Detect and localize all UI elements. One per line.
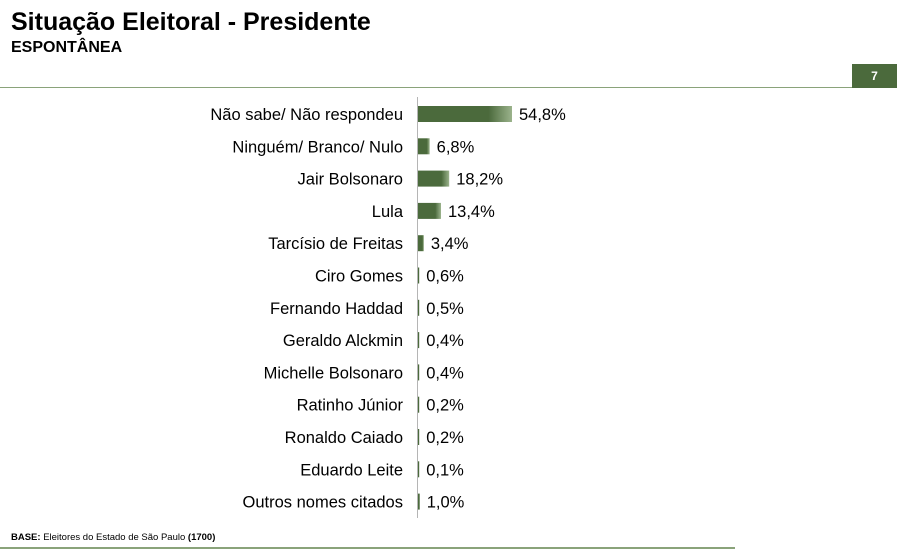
bar xyxy=(418,138,430,155)
value-label: 0,1% xyxy=(426,461,464,479)
category-label: Ronaldo Caiado xyxy=(285,429,403,447)
category-label: Tarcísio de Freitas xyxy=(268,235,403,253)
bar xyxy=(418,332,420,349)
value-label: 0,2% xyxy=(426,397,464,415)
value-label: 54,8% xyxy=(519,106,566,124)
value-label: 0,4% xyxy=(426,332,464,350)
value-label: 0,5% xyxy=(426,300,464,318)
bar xyxy=(418,429,420,445)
bar xyxy=(418,461,420,478)
value-label: 18,2% xyxy=(456,171,503,189)
footer-base-text: Eleitores do Estado de São Paulo xyxy=(43,532,186,543)
page-subtitle: ESPONTÂNEA xyxy=(11,39,123,56)
bar-chart: Não sabe/ Não respondeu 54,8% Ninguém/ Bra… xyxy=(210,97,566,518)
bar xyxy=(418,364,420,381)
category-label: Lula xyxy=(372,203,404,221)
category-label: Não sabe/ Não respondeu xyxy=(210,106,403,124)
value-label: 6,8% xyxy=(437,138,475,156)
bar xyxy=(418,299,420,316)
bar xyxy=(418,267,420,284)
value-label: 3,4% xyxy=(431,235,469,253)
value-label: 1,0% xyxy=(427,494,465,512)
category-label: Ninguém/ Branco/ Nulo xyxy=(232,138,403,156)
value-label: 0,6% xyxy=(426,268,464,286)
page-title: Situação Eleitoral - Presidente xyxy=(11,8,371,36)
footer-base-note: BASE: Eleitores do Estado de São Paulo (… xyxy=(11,532,215,543)
bar xyxy=(418,396,420,413)
bar xyxy=(418,493,420,510)
category-label: Eduardo Leite xyxy=(300,461,403,479)
category-label: Jair Bolsonaro xyxy=(298,171,403,189)
bar xyxy=(418,235,424,252)
value-label: 0,2% xyxy=(426,429,464,447)
footer-base-count: (1700) xyxy=(187,532,216,543)
page-number-badge: 7 xyxy=(852,64,897,88)
value-label: 13,4% xyxy=(448,203,495,221)
header-divider xyxy=(0,87,852,88)
bar xyxy=(418,170,450,187)
bar xyxy=(418,202,441,219)
footer-divider xyxy=(0,547,735,549)
category-label: Geraldo Alckmin xyxy=(283,332,403,350)
bar xyxy=(418,106,512,122)
category-label: Ciro Gomes xyxy=(315,268,403,286)
footer-base-label: BASE: xyxy=(11,532,41,543)
category-label: Fernando Haddad xyxy=(270,300,403,318)
value-label: 0,4% xyxy=(426,364,464,382)
category-label: Michelle Bolsonaro xyxy=(264,364,403,382)
category-label: Ratinho Júnior xyxy=(297,397,404,415)
category-label: Outros nomes citados xyxy=(243,494,404,512)
